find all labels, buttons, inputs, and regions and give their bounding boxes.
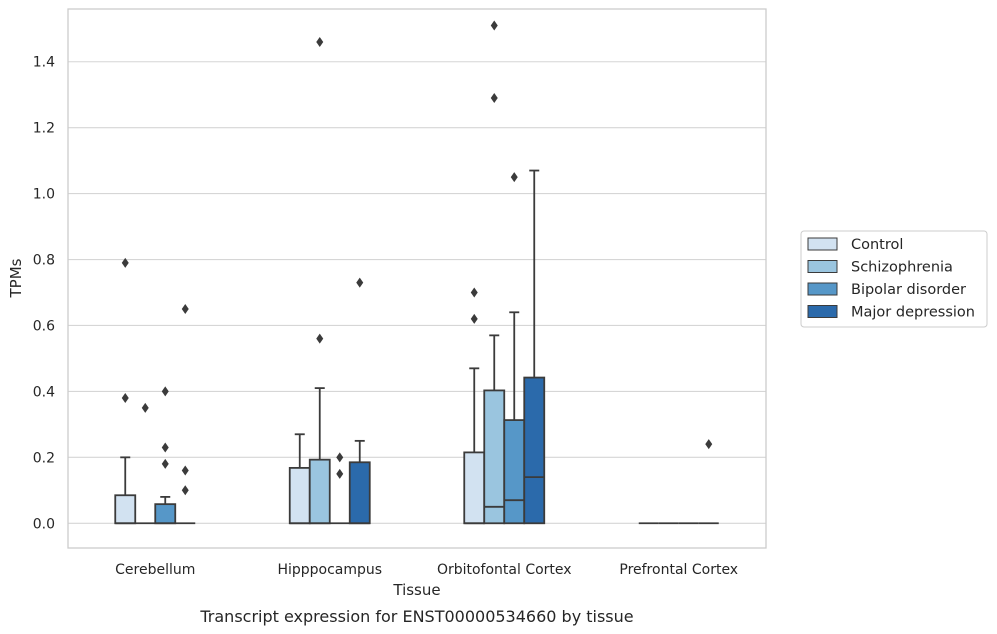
box-group [638,439,719,525]
legend-label: Schizophrenia [851,260,953,276]
y-tick-label: 1.0 [33,187,55,203]
legend-label: Control [851,237,903,253]
outlier-point [161,458,169,469]
legend-item: Major depression [807,305,975,321]
legend-swatch [807,260,838,273]
box-group [114,257,196,525]
y-tick-label: 1.4 [33,55,55,71]
outlier-point [510,172,518,183]
box-group [463,20,546,525]
x-axis-title: Tissue [392,581,440,599]
chart-caption: Transcript expression for ENST0000053466… [199,607,633,626]
box-groups [114,20,719,525]
y-tick-label: 0.4 [33,384,55,400]
box [698,439,719,525]
outlier-point [705,439,713,450]
legend-item: Schizophrenia [807,260,953,276]
outlier-point [336,468,344,479]
box-group [288,36,371,525]
box-body [308,458,331,525]
legend-frame [800,230,988,328]
x-tick-label: Prefrontal Cortex [619,562,738,578]
box [135,402,156,525]
y-tick-label: 0.6 [33,318,55,334]
outlier-point [336,452,344,463]
outlier-point [121,257,129,268]
box [503,172,526,525]
box-body [483,389,506,525]
x-tick-label: Orbitofontal Cortex [437,562,572,578]
legend-item: Bipolar disorder [807,282,966,298]
outlier-point [141,402,149,413]
outlier-point [316,333,324,344]
y-tick-labels: 0.0 0.2 0.4 0.6 0.8 1.0 1.2 1.4 [33,55,55,533]
x-tick-labels: Cerebellum Hipppocampus Orbitofontal Corte… [115,562,738,578]
plot-frame [67,8,767,549]
box-body [154,503,177,525]
box-body [114,494,137,525]
legend-swatch [807,282,838,296]
legend-swatch [807,237,838,251]
box [114,257,137,525]
y-tick-label: 1.2 [33,121,55,137]
y-tick-label: 0.0 [33,516,55,532]
box [523,169,546,525]
legend-item: Control [807,237,903,253]
box-body [348,461,371,525]
box-body [288,466,311,525]
box [154,386,177,525]
outlier-point [316,36,324,47]
legend-swatch [807,305,838,318]
outlier-point [356,277,364,288]
outlier-point [490,93,498,104]
box [483,20,506,525]
outlier-point [181,465,189,476]
outlier-point [470,287,478,298]
y-tick-label: 0.2 [33,450,55,466]
box [348,277,371,525]
outlier-point [181,485,189,496]
y-tick-label: 0.8 [33,253,55,269]
box-body [503,419,526,525]
box [329,452,350,525]
x-tick-label: Cerebellum [115,562,195,578]
box [463,287,486,525]
legend-label: Major depression [851,305,975,321]
box [288,433,311,525]
outlier-point [470,313,478,324]
box-body [463,451,486,525]
outlier-point [161,386,169,397]
box [308,36,331,525]
outlier-point [181,303,189,314]
outlier-point [121,393,129,404]
box-body [523,376,546,525]
box [175,303,196,525]
legend-label: Bipolar disorder [851,282,966,298]
legend: Control Schizophrenia Bipolar disorder Majo… [800,230,988,328]
outlier-point [490,20,498,31]
outlier-point [161,442,169,453]
x-tick-label: Hipppocampus [277,562,382,578]
y-axis-title: TPMs [7,258,25,298]
